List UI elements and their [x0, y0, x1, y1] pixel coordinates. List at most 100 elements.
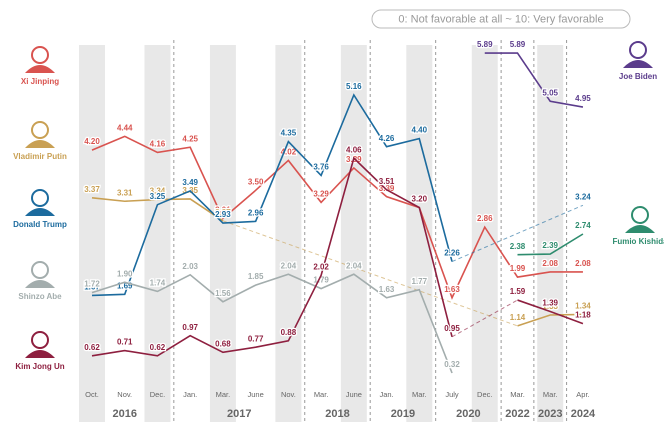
x-tick-label: Mar. [412, 390, 427, 399]
data-label: 1.33 [542, 302, 558, 311]
data-label: 0.32 [444, 360, 460, 369]
portrait-head [31, 261, 49, 279]
data-label: 1.79 [313, 276, 329, 285]
year-label: 2017 [227, 408, 251, 420]
data-label: 3.29 [313, 190, 329, 199]
portrait-body [25, 350, 55, 358]
column-band [471, 45, 498, 422]
portrait-head [31, 189, 49, 207]
series-line [91, 273, 453, 374]
data-label: 2.04 [281, 261, 297, 270]
data-label: 4.06 [346, 145, 362, 154]
column-band [209, 45, 236, 422]
x-tick-label: June [248, 390, 264, 399]
x-tick-label: Mar. [510, 390, 525, 399]
x-tick-label: Jan. [183, 390, 197, 399]
series-line [91, 135, 583, 300]
data-label: 5.05 [542, 88, 558, 97]
subtitle-box [371, 9, 631, 29]
series-line [91, 156, 584, 357]
x-tick-label: Dec. [150, 390, 165, 399]
column-band [144, 45, 171, 422]
data-label: 3.35 [182, 186, 198, 195]
x-tick-label: Oct. [85, 390, 99, 399]
data-label: 2.93 [215, 210, 231, 219]
x-tick-label: July [445, 390, 459, 399]
year-label: 2019 [391, 408, 415, 420]
data-label: 3.37 [84, 185, 100, 194]
legend-label: Fumio Kishida [612, 237, 664, 246]
background [79, 40, 568, 422]
portrait-body [25, 65, 55, 73]
legend-label: Vladimir Putin [13, 152, 67, 161]
data-label: 3.24 [575, 192, 591, 201]
data-label: 3.49 [182, 178, 198, 187]
data-label: 4.02 [281, 148, 297, 157]
data-label: 1.14 [510, 313, 526, 322]
data-label: 2.74 [575, 221, 591, 230]
data-label: 5.89 [477, 40, 493, 49]
x-tick-label: Nov. [281, 390, 296, 399]
x-tick-label: Nov. [117, 390, 132, 399]
series-line [517, 233, 584, 256]
data-label: 4.16 [150, 140, 166, 149]
data-label: 1.18 [575, 311, 591, 320]
portrait-head [31, 331, 49, 349]
data-label: 2.39 [542, 241, 558, 250]
data-label: 4.25 [182, 134, 198, 143]
data-label: 1.39 [542, 299, 558, 308]
data-label: 2.03 [182, 262, 198, 271]
portrait-body [623, 60, 653, 68]
series-line [484, 52, 584, 108]
year-label: 2023 [538, 408, 562, 420]
legend-label: Shinzo Abe [18, 292, 62, 301]
x-tick-label: Dec. [477, 390, 492, 399]
portrait-head [631, 206, 649, 224]
year-label: 2016 [112, 408, 136, 420]
data-label: 0.95 [444, 324, 460, 333]
data-label: 2.97 [215, 208, 231, 217]
data-label: 1.99 [510, 264, 526, 273]
data-label: 4.44 [117, 123, 133, 132]
portrait-body [625, 225, 655, 233]
portrait-head [31, 121, 49, 139]
data-label: 2.86 [477, 214, 493, 223]
data-label: 3.20 [412, 195, 428, 204]
data-label: 0.62 [84, 343, 100, 352]
data-label: 2.08 [575, 259, 591, 268]
legend-label: Xi Jinping [21, 77, 59, 86]
data-label: 3.34 [150, 187, 166, 196]
data-label: 2.04 [346, 261, 362, 270]
column-band [340, 45, 367, 422]
legend-label: Joe Biden [619, 72, 657, 81]
gap-bridge [222, 220, 518, 327]
data-label: 1.69 [117, 281, 133, 290]
gap-bridge [451, 204, 584, 263]
x-tick-label: June [346, 390, 362, 399]
data-label: 2.96 [248, 208, 264, 217]
data-label: 3.51 [379, 177, 395, 186]
data-label: 2.38 [510, 242, 526, 251]
subtitle: 0: Not favorable at all ~ 10: Very favor… [398, 13, 603, 25]
data-label: 1.85 [248, 272, 264, 281]
data-label: 1.72 [84, 280, 100, 289]
plot: Oct. Nov. Dec. Jan. Mar. June Nov. Mar. June Jan.… [13, 39, 664, 420]
data-label: 4.35 [281, 129, 297, 138]
data-label: 4.20 [84, 137, 100, 146]
data-label: 1.56 [215, 289, 231, 298]
data-label: 4.95 [575, 94, 591, 103]
data-label: 3.01 [215, 206, 231, 215]
x-tick-label: Mar. [314, 390, 329, 399]
x-tick-label: Jan. [379, 390, 393, 399]
data-label: 3.25 [150, 192, 166, 201]
column-band [275, 45, 302, 422]
data-label: 0.97 [182, 323, 198, 332]
x-tick-label: Apr. [576, 390, 589, 399]
portrait-body [25, 280, 55, 288]
data-label: 0.62 [150, 343, 166, 352]
column-band [79, 45, 105, 422]
portrait-body [25, 140, 55, 148]
data-label: 0.71 [117, 338, 133, 347]
gap-bridge [451, 299, 518, 338]
